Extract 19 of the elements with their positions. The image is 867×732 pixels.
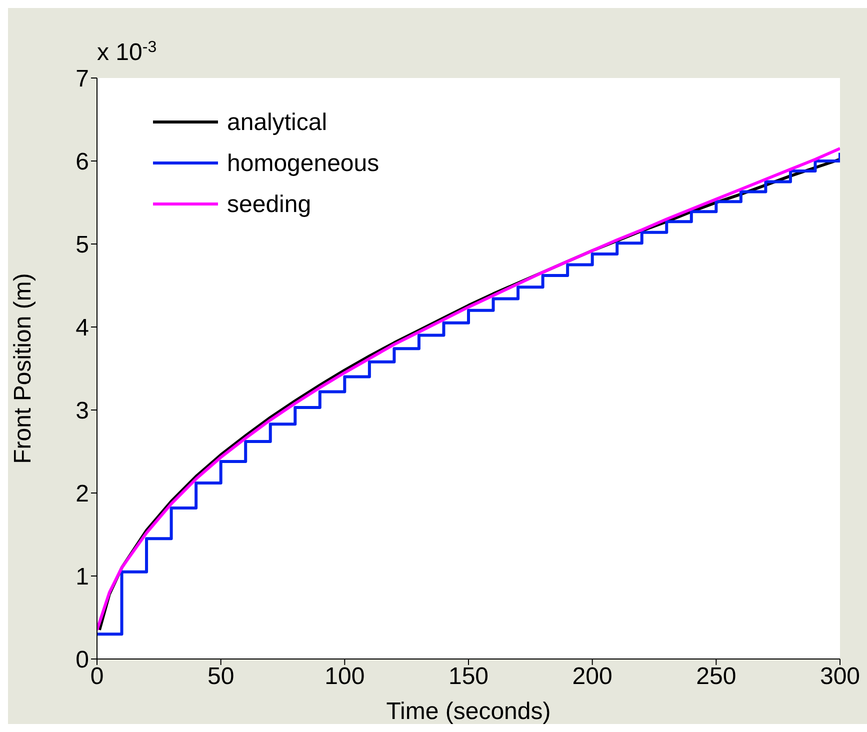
y-tick-label: 7 [76, 66, 89, 93]
legend-label: seeding [227, 191, 312, 218]
x-tick-label: 250 [696, 663, 736, 690]
y-axis-title: Front Position (m) [10, 273, 37, 464]
x-tick-label: 300 [820, 663, 860, 690]
y-tick-label: 5 [76, 232, 89, 259]
text: x 10$^{-3}$ [97, 38, 157, 66]
y-tick-label: 3 [76, 398, 89, 425]
x-axis-title: Time (seconds) [386, 698, 551, 725]
y-tick-label: 1 [76, 564, 89, 591]
y-tick-label: 6 [76, 148, 89, 176]
legend-label: homogeneous [227, 150, 380, 177]
y-tick-label: 4 [76, 314, 89, 342]
x-tick-label: 150 [448, 663, 489, 690]
x-tick-label: 50 [207, 663, 234, 690]
x-tick-label: 100 [324, 663, 365, 690]
x-tick-label: 200 [572, 663, 612, 690]
legend-label: analytical [227, 109, 328, 136]
y-tick-label: 2 [76, 480, 89, 508]
